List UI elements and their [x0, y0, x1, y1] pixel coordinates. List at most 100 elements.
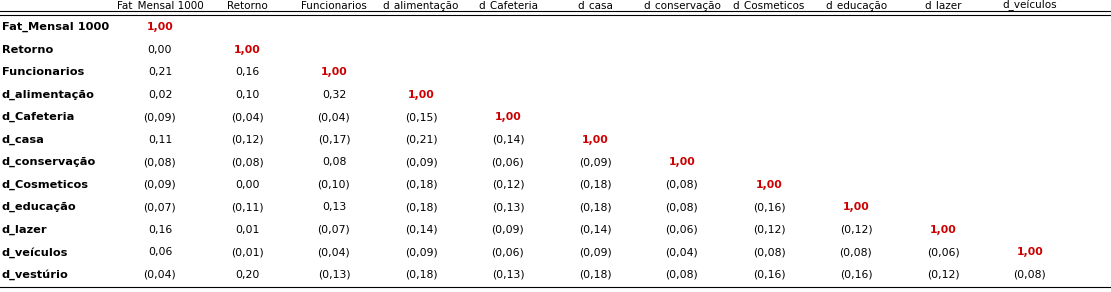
Text: d_veículos: d_veículos — [2, 247, 69, 258]
Text: d_alimentação: d_alimentação — [383, 0, 459, 11]
Text: (0,18): (0,18) — [404, 202, 438, 212]
Text: d_Cosmeticos: d_Cosmeticos — [733, 0, 805, 11]
Text: 1,00: 1,00 — [582, 135, 609, 145]
Text: (0,16): (0,16) — [752, 270, 785, 280]
Text: (0,12): (0,12) — [492, 180, 524, 190]
Text: (0,14): (0,14) — [492, 135, 524, 145]
Text: (0,07): (0,07) — [143, 202, 177, 212]
Text: 1,00: 1,00 — [755, 180, 782, 190]
Text: d_Cosmeticos: d_Cosmeticos — [2, 180, 89, 190]
Text: (0,06): (0,06) — [492, 157, 524, 167]
Text: (0,18): (0,18) — [579, 180, 611, 190]
Text: (0,08): (0,08) — [665, 202, 699, 212]
Text: 1,00: 1,00 — [494, 112, 521, 122]
Text: d_Cafeteria: d_Cafeteria — [478, 0, 538, 11]
Text: (0,04): (0,04) — [318, 247, 350, 257]
Text: (0,16): (0,16) — [752, 202, 785, 212]
Text: 1,00: 1,00 — [842, 202, 870, 212]
Text: Retorno: Retorno — [227, 1, 268, 11]
Text: (0,04): (0,04) — [231, 112, 263, 122]
Text: d_vestúrio: d_vestúrio — [2, 269, 69, 280]
Text: Fat_Mensal 1000: Fat_Mensal 1000 — [117, 0, 203, 11]
Text: 0,10: 0,10 — [234, 90, 259, 100]
Text: (0,08): (0,08) — [143, 157, 177, 167]
Text: 1,00: 1,00 — [408, 90, 434, 100]
Text: (0,04): (0,04) — [665, 247, 699, 257]
Text: 0,00: 0,00 — [148, 45, 172, 55]
Text: (0,09): (0,09) — [492, 225, 524, 235]
Text: (0,12): (0,12) — [840, 225, 872, 235]
Text: (0,06): (0,06) — [927, 247, 960, 257]
Text: Fat_Mensal 1000: Fat_Mensal 1000 — [2, 22, 109, 32]
Text: (0,08): (0,08) — [665, 270, 699, 280]
Text: d_casa: d_casa — [577, 0, 613, 11]
Text: 0,20: 0,20 — [234, 270, 259, 280]
Text: d_conservação: d_conservação — [643, 0, 721, 11]
Text: d_alimentação: d_alimentação — [2, 90, 94, 100]
Text: (0,04): (0,04) — [318, 112, 350, 122]
Text: 0,21: 0,21 — [148, 67, 172, 77]
Text: (0,08): (0,08) — [665, 180, 699, 190]
Text: (0,09): (0,09) — [579, 247, 611, 257]
Text: (0,18): (0,18) — [404, 180, 438, 190]
Text: d_Cafeteria: d_Cafeteria — [2, 112, 76, 122]
Text: (0,13): (0,13) — [492, 202, 524, 212]
Text: d_casa: d_casa — [2, 135, 44, 145]
Text: d_lazer: d_lazer — [924, 0, 962, 11]
Text: (0,18): (0,18) — [579, 270, 611, 280]
Text: (0,15): (0,15) — [404, 112, 438, 122]
Text: (0,09): (0,09) — [143, 180, 177, 190]
Text: 0,08: 0,08 — [322, 157, 347, 167]
Text: d_educação: d_educação — [825, 0, 887, 11]
Text: 0,00: 0,00 — [234, 180, 259, 190]
Text: (0,04): (0,04) — [143, 270, 177, 280]
Text: Retorno: Retorno — [2, 45, 53, 55]
Text: d_veículos: d_veículos — [1003, 0, 1058, 11]
Text: (0,16): (0,16) — [840, 270, 872, 280]
Text: (0,06): (0,06) — [492, 247, 524, 257]
Text: (0,08): (0,08) — [840, 247, 872, 257]
Text: (0,09): (0,09) — [404, 157, 438, 167]
Text: (0,08): (0,08) — [752, 247, 785, 257]
Text: (0,08): (0,08) — [231, 157, 263, 167]
Text: Funcionarios: Funcionarios — [301, 1, 367, 11]
Text: 1,00: 1,00 — [1017, 247, 1043, 257]
Text: (0,12): (0,12) — [927, 270, 959, 280]
Text: (0,14): (0,14) — [404, 225, 438, 235]
Text: (0,09): (0,09) — [143, 112, 177, 122]
Text: (0,11): (0,11) — [231, 202, 263, 212]
Text: (0,18): (0,18) — [579, 202, 611, 212]
Text: 0,02: 0,02 — [148, 90, 172, 100]
Text: (0,10): (0,10) — [318, 180, 350, 190]
Text: (0,06): (0,06) — [665, 225, 699, 235]
Text: 0,01: 0,01 — [234, 225, 259, 235]
Text: d_conservação: d_conservação — [2, 157, 97, 167]
Text: 0,32: 0,32 — [322, 90, 347, 100]
Text: d_educação: d_educação — [2, 202, 77, 212]
Text: (0,12): (0,12) — [752, 225, 785, 235]
Text: (0,18): (0,18) — [404, 270, 438, 280]
Text: 0,16: 0,16 — [148, 225, 172, 235]
Text: (0,09): (0,09) — [579, 157, 611, 167]
Text: (0,09): (0,09) — [404, 247, 438, 257]
Text: 0,06: 0,06 — [148, 247, 172, 257]
Text: (0,14): (0,14) — [579, 225, 611, 235]
Text: (0,13): (0,13) — [492, 270, 524, 280]
Text: 1,00: 1,00 — [930, 225, 957, 235]
Text: 0,13: 0,13 — [322, 202, 347, 212]
Text: (0,13): (0,13) — [318, 270, 350, 280]
Text: (0,07): (0,07) — [318, 225, 350, 235]
Text: d_lazer: d_lazer — [2, 225, 48, 235]
Text: 1,00: 1,00 — [321, 67, 348, 77]
Text: 1,00: 1,00 — [147, 22, 173, 32]
Text: (0,01): (0,01) — [231, 247, 263, 257]
Text: (0,21): (0,21) — [404, 135, 438, 145]
Text: (0,17): (0,17) — [318, 135, 350, 145]
Text: 0,11: 0,11 — [148, 135, 172, 145]
Text: (0,12): (0,12) — [231, 135, 263, 145]
Text: 0,16: 0,16 — [234, 67, 259, 77]
Text: Funcionarios: Funcionarios — [2, 67, 84, 77]
Text: 1,00: 1,00 — [233, 45, 260, 55]
Text: (0,08): (0,08) — [1013, 270, 1047, 280]
Text: 1,00: 1,00 — [669, 157, 695, 167]
